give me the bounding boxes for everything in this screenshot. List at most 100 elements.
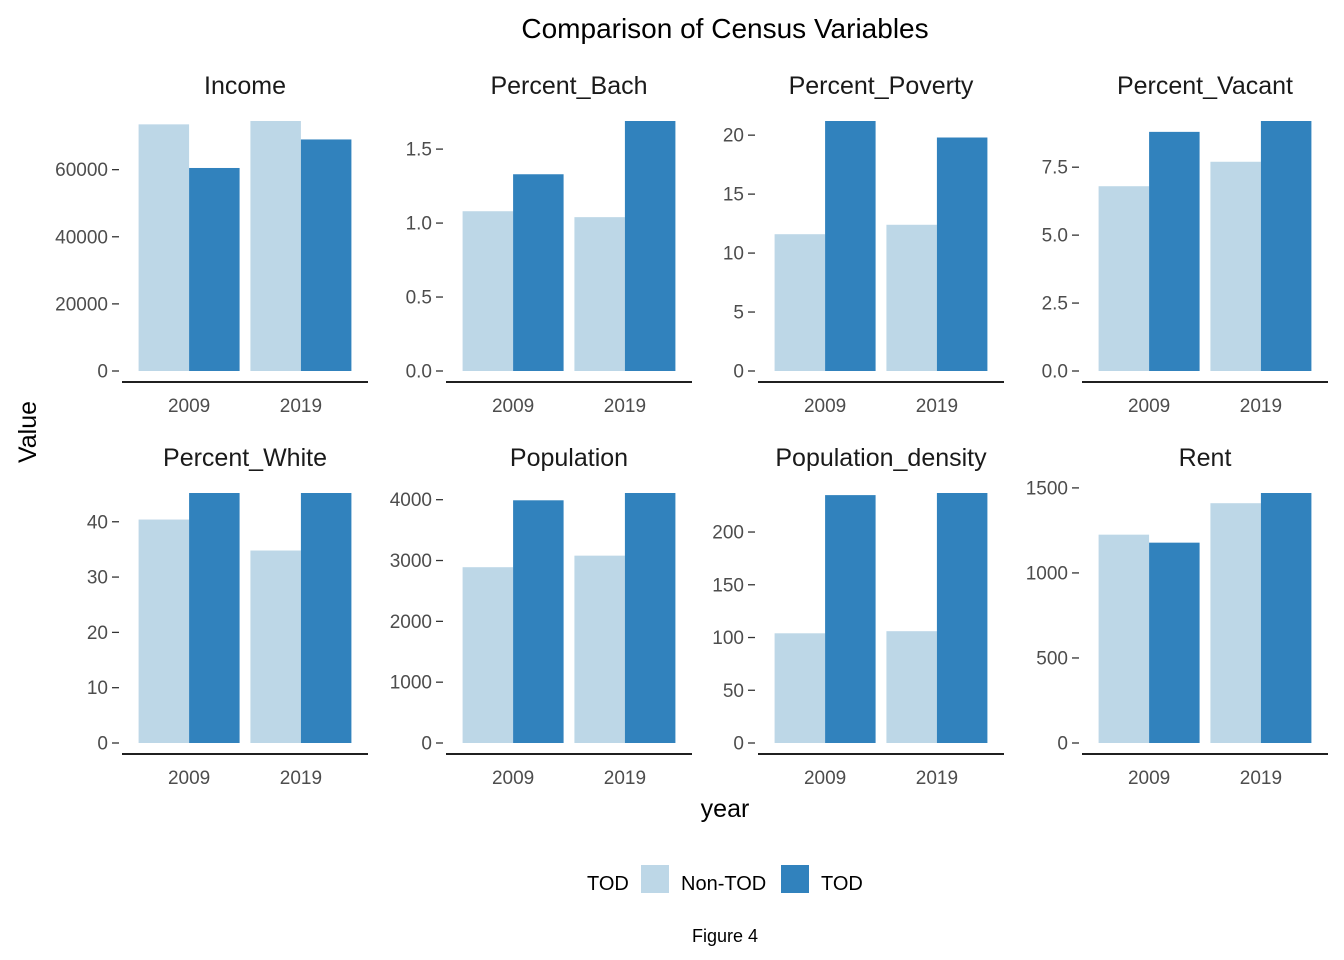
x-tick-label: 2009 [1128, 396, 1170, 417]
x-axis-title: year [701, 795, 750, 823]
bar-tod-2019 [300, 139, 352, 371]
facet-title: Percent_White [163, 444, 327, 472]
y-tick-label: 20 [87, 623, 108, 644]
facet-title: Income [204, 72, 286, 100]
x-tick-label: 2009 [492, 768, 534, 789]
facet-panel-percent-white: Percent_White 0 10 20 30 40 2009 2019 [87, 444, 368, 789]
bar-non-tod-2019 [1210, 503, 1261, 743]
bar-non-tod-2019 [250, 550, 301, 743]
y-tick-label: 1.5 [406, 140, 432, 161]
x-tick-label: 2019 [916, 396, 958, 417]
bar-tod-2009 [825, 121, 876, 371]
y-tick-label: 0 [733, 734, 744, 755]
y-tick-label: 7.5 [1042, 158, 1068, 179]
y-tick-label: 60000 [55, 160, 108, 181]
y-tick-label: 30 [87, 568, 108, 589]
bar-non-tod-2009 [138, 124, 190, 371]
facet-title: Percent_Vacant [1117, 72, 1293, 100]
x-tick-label: 2009 [1128, 768, 1170, 789]
bar-non-tod-2019 [574, 555, 625, 743]
y-tick-label: 100 [712, 628, 744, 649]
x-tick-label: 2009 [492, 396, 534, 417]
y-tick-label: 0 [1057, 734, 1068, 755]
bar-tod-2009 [1149, 542, 1200, 743]
y-tick-label: 40000 [55, 227, 108, 248]
y-tick-label: 1500 [1026, 478, 1068, 499]
bar-tod-2019 [936, 137, 988, 371]
bar-tod-2019 [1260, 493, 1312, 743]
bar-tod-2009 [825, 495, 876, 743]
facet-title: Percent_Bach [490, 72, 647, 100]
y-tick-label: 20000 [55, 294, 108, 315]
y-tick-label: 4000 [390, 490, 432, 511]
y-tick-label: 20 [723, 126, 744, 147]
y-tick-label: 0 [97, 734, 108, 755]
y-tick-label: 2.5 [1042, 294, 1068, 315]
y-tick-label: 0 [733, 362, 744, 383]
facet-panel-population-density: Population_density 0 50 100 150 200 2009 2019 [712, 444, 1004, 789]
legend-title: TOD [587, 873, 629, 895]
legend-label-tod: TOD [821, 873, 863, 895]
y-tick-label: 0 [421, 734, 432, 755]
x-tick-label: 2019 [1240, 396, 1282, 417]
x-tick-label: 2019 [280, 768, 322, 789]
bar-non-tod-2019 [574, 217, 625, 371]
facet-panel-percent-poverty: Percent_Poverty 0 5 10 15 20 2009 2019 [723, 72, 1004, 417]
y-tick-label: 5 [733, 303, 744, 324]
bar-tod-2019 [624, 493, 676, 743]
y-tick-label: 0.5 [406, 288, 432, 309]
y-tick-label: 5.0 [1042, 226, 1068, 247]
y-tick-label: 0.0 [406, 362, 432, 383]
bar-tod-2009 [513, 174, 564, 371]
facet-title: Percent_Poverty [789, 72, 974, 100]
facet-panel-rent: Rent 0 500 1000 1500 2009 2019 [1026, 444, 1328, 789]
y-tick-label: 500 [1036, 648, 1068, 669]
figure-caption: Figure 4 [692, 926, 758, 946]
facet-title: Population [510, 444, 628, 472]
bar-non-tod-2009 [774, 234, 826, 371]
y-tick-label: 40 [87, 512, 108, 533]
bar-tod-2019 [300, 493, 352, 743]
legend: TOD Non-TOD TOD [587, 865, 863, 895]
x-tick-label: 2009 [168, 396, 210, 417]
x-tick-label: 2019 [280, 396, 322, 417]
x-tick-label: 2019 [604, 396, 646, 417]
bar-tod-2019 [1260, 121, 1312, 371]
facet-panel-income: Income 0 20000 40000 60000 2009 2019 [55, 72, 368, 417]
facet-panel-percent-vacant: Percent_Vacant 0.0 2.5 5.0 7.5 2009 2019 [1042, 72, 1328, 417]
y-tick-label: 1.0 [406, 214, 432, 235]
x-tick-label: 2009 [804, 768, 846, 789]
bar-non-tod-2019 [886, 631, 937, 743]
facet-title: Rent [1179, 444, 1232, 472]
x-tick-label: 2019 [916, 768, 958, 789]
bar-tod-2009 [1149, 131, 1200, 371]
y-tick-label: 10 [87, 678, 108, 699]
y-tick-label: 50 [723, 681, 744, 702]
bar-tod-2009 [189, 493, 240, 743]
bar-tod-2009 [189, 167, 240, 371]
y-tick-label: 0.0 [1042, 362, 1068, 383]
x-tick-label: 2009 [804, 396, 846, 417]
legend-label-non-tod: Non-TOD [681, 873, 766, 895]
y-tick-label: 1000 [1026, 563, 1068, 584]
y-axis-title: Value [14, 401, 42, 463]
bar-tod-2019 [936, 493, 988, 743]
facet-panel-population: Population 0 1000 2000 3000 4000 2009 2019 [390, 444, 692, 789]
legend-key-non-tod [641, 865, 669, 893]
bar-non-tod-2019 [250, 121, 301, 371]
bar-non-tod-2009 [462, 211, 514, 371]
bar-non-tod-2009 [1098, 534, 1150, 743]
y-tick-label: 10 [723, 244, 744, 265]
bar-tod-2009 [513, 500, 564, 743]
x-tick-label: 2019 [1240, 768, 1282, 789]
chart-title: Comparison of Census Variables [521, 13, 928, 44]
bar-tod-2019 [624, 121, 676, 371]
x-tick-label: 2019 [604, 768, 646, 789]
y-tick-label: 150 [712, 575, 744, 596]
y-tick-label: 2000 [390, 612, 432, 633]
y-tick-label: 0 [97, 362, 108, 383]
bar-non-tod-2009 [774, 633, 826, 743]
y-tick-label: 200 [712, 523, 744, 544]
facet-title: Population_density [775, 444, 987, 472]
